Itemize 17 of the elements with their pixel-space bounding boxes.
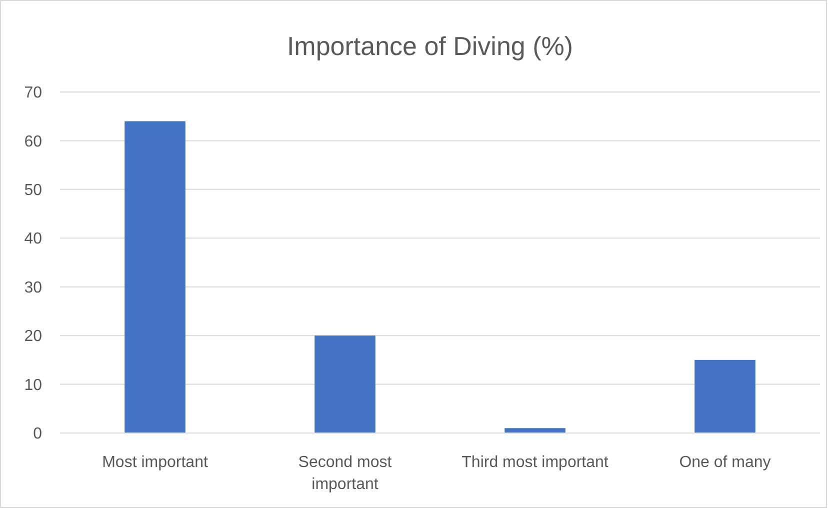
bar (124, 121, 186, 433)
y-tick-label: 30 (24, 279, 42, 296)
y-tick-label: 70 (24, 84, 42, 102)
y-tick-label: 10 (24, 376, 42, 394)
x-tick-label: Second most important (298, 454, 392, 493)
y-tick-label: 0 (33, 426, 42, 443)
y-tick-label: 50 (24, 182, 42, 200)
y-tick-label: 20 (24, 328, 42, 346)
x-tick-label: Most important (102, 454, 208, 471)
y-tick-label: 40 (24, 230, 42, 248)
y-tick-label: 60 (24, 133, 42, 150)
bar (314, 336, 376, 433)
bar (694, 360, 756, 433)
chart-title: Importance of Diving (%) (286, 31, 574, 61)
bar (504, 428, 566, 433)
x-tick-label: One of many (679, 454, 771, 471)
x-tick-label: Third most important (462, 454, 609, 471)
